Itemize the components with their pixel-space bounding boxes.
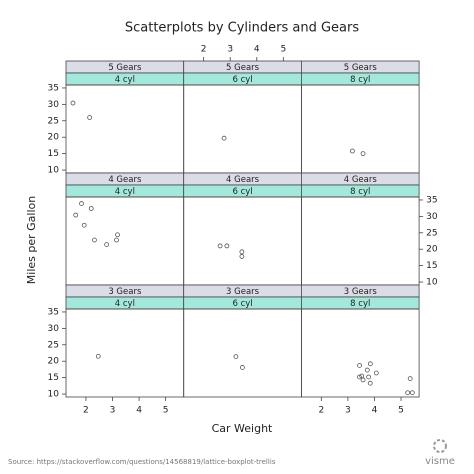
x-tick-label: 5 <box>280 45 286 55</box>
gear-strip-label: 4 Gears <box>108 175 142 185</box>
data-point <box>357 374 362 380</box>
cyl-strip-label: 4 cyl <box>115 187 135 197</box>
gear-strip-label: 5 Gears <box>108 63 142 73</box>
y-tick-label: 15 <box>48 373 59 383</box>
data-point <box>409 390 415 396</box>
data-point <box>221 135 227 141</box>
cyl-strip-label: 4 cyl <box>115 299 135 309</box>
data-point <box>359 373 365 379</box>
data-point <box>405 390 411 396</box>
logo-icon <box>433 439 447 453</box>
data-point <box>217 243 223 249</box>
x-tick-label: 4 <box>254 45 260 55</box>
panel-border <box>183 308 302 398</box>
gear-strip-label: 4 Gears <box>344 175 378 185</box>
y-tick-label: 15 <box>48 149 59 159</box>
y-tick-label: 20 <box>48 133 60 143</box>
data-point <box>233 354 239 360</box>
data-point <box>224 243 230 249</box>
x-axis-label: Car Weight <box>212 422 273 435</box>
panel-border <box>183 84 302 174</box>
data-point <box>407 376 413 382</box>
x-tick-label: 2 <box>318 406 324 416</box>
x-tick-label: 5 <box>163 406 169 416</box>
data-point <box>239 249 245 255</box>
data-point <box>115 232 120 238</box>
data-point <box>92 237 97 243</box>
cyl-strip-label: 6 cyl <box>232 75 252 85</box>
x-tick-label: 4 <box>136 406 142 416</box>
x-tick-label: 5 <box>398 406 404 416</box>
gear-strip-label: 5 Gears <box>344 63 378 73</box>
cyl-strip-label: 6 cyl <box>232 187 252 197</box>
y-tick-label: 25 <box>426 228 437 238</box>
panel-border <box>300 84 420 174</box>
data-point <box>104 242 110 248</box>
panel-border <box>65 308 185 398</box>
x-tick-label: 3 <box>227 45 233 55</box>
x-tick-label: 3 <box>345 406 351 416</box>
cyl-strip-label: 8 cyl <box>350 75 370 85</box>
data-point <box>357 363 362 368</box>
data-point <box>360 151 366 157</box>
y-tick-label: 15 <box>426 261 437 271</box>
y-axis-label: Miles per Gallon <box>25 196 38 284</box>
gear-strip-label: 4 Gears <box>226 175 260 185</box>
y-tick-label: 35 <box>48 307 59 317</box>
y-tick-label: 10 <box>48 390 60 400</box>
panel-border <box>300 308 420 398</box>
data-point <box>367 380 373 386</box>
data-point <box>79 201 84 206</box>
data-point <box>360 377 366 383</box>
data-point <box>240 365 245 370</box>
data-point <box>350 148 355 154</box>
gear-strip-label: 3 Gears <box>344 287 378 297</box>
data-point <box>70 100 76 106</box>
y-tick-label: 30 <box>426 212 438 222</box>
gear-strip-label: 5 Gears <box>226 63 260 73</box>
data-point <box>364 367 370 373</box>
cyl-strip-label: 4 cyl <box>115 75 135 85</box>
data-point <box>81 222 87 228</box>
x-tick-label: 2 <box>201 45 207 55</box>
logo: visme <box>425 439 455 467</box>
y-tick-label: 25 <box>48 116 59 126</box>
panel-border <box>65 196 185 286</box>
gear-strip-label: 3 Gears <box>108 287 142 297</box>
logo-text: visme <box>425 456 455 467</box>
y-tick-label: 35 <box>48 83 59 93</box>
cyl-strip-label: 8 cyl <box>350 299 370 309</box>
data-point <box>373 370 379 376</box>
panel-border <box>183 196 302 286</box>
panel-border <box>65 84 185 174</box>
data-point <box>88 206 94 211</box>
source-note: Source: https://stackoverflow.com/questi… <box>8 458 276 466</box>
gear-strip-label: 3 Gears <box>226 287 260 297</box>
y-tick-label: 25 <box>48 340 59 350</box>
data-point <box>366 374 372 380</box>
cyl-strip-label: 6 cyl <box>232 299 252 309</box>
cyl-strip-label: 8 cyl <box>350 187 370 197</box>
x-tick-label: 2 <box>83 406 89 416</box>
y-tick-label: 30 <box>48 100 60 110</box>
y-tick-label: 10 <box>48 166 60 176</box>
data-point <box>87 115 93 120</box>
x-tick-label: 3 <box>110 406 116 416</box>
y-tick-label: 35 <box>426 195 437 205</box>
y-tick-label: 20 <box>48 357 60 367</box>
chart-title: Scatterplots by Cylinders and Gears <box>125 21 360 36</box>
data-point <box>239 254 245 259</box>
data-point <box>73 212 79 218</box>
data-point <box>114 237 119 243</box>
x-tick-label: 4 <box>372 406 378 416</box>
panel-border <box>300 196 420 286</box>
y-tick-label: 20 <box>426 245 438 255</box>
data-point <box>367 361 373 367</box>
y-tick-label: 30 <box>48 324 60 334</box>
y-tick-label: 10 <box>426 278 438 288</box>
data-point <box>95 353 101 359</box>
